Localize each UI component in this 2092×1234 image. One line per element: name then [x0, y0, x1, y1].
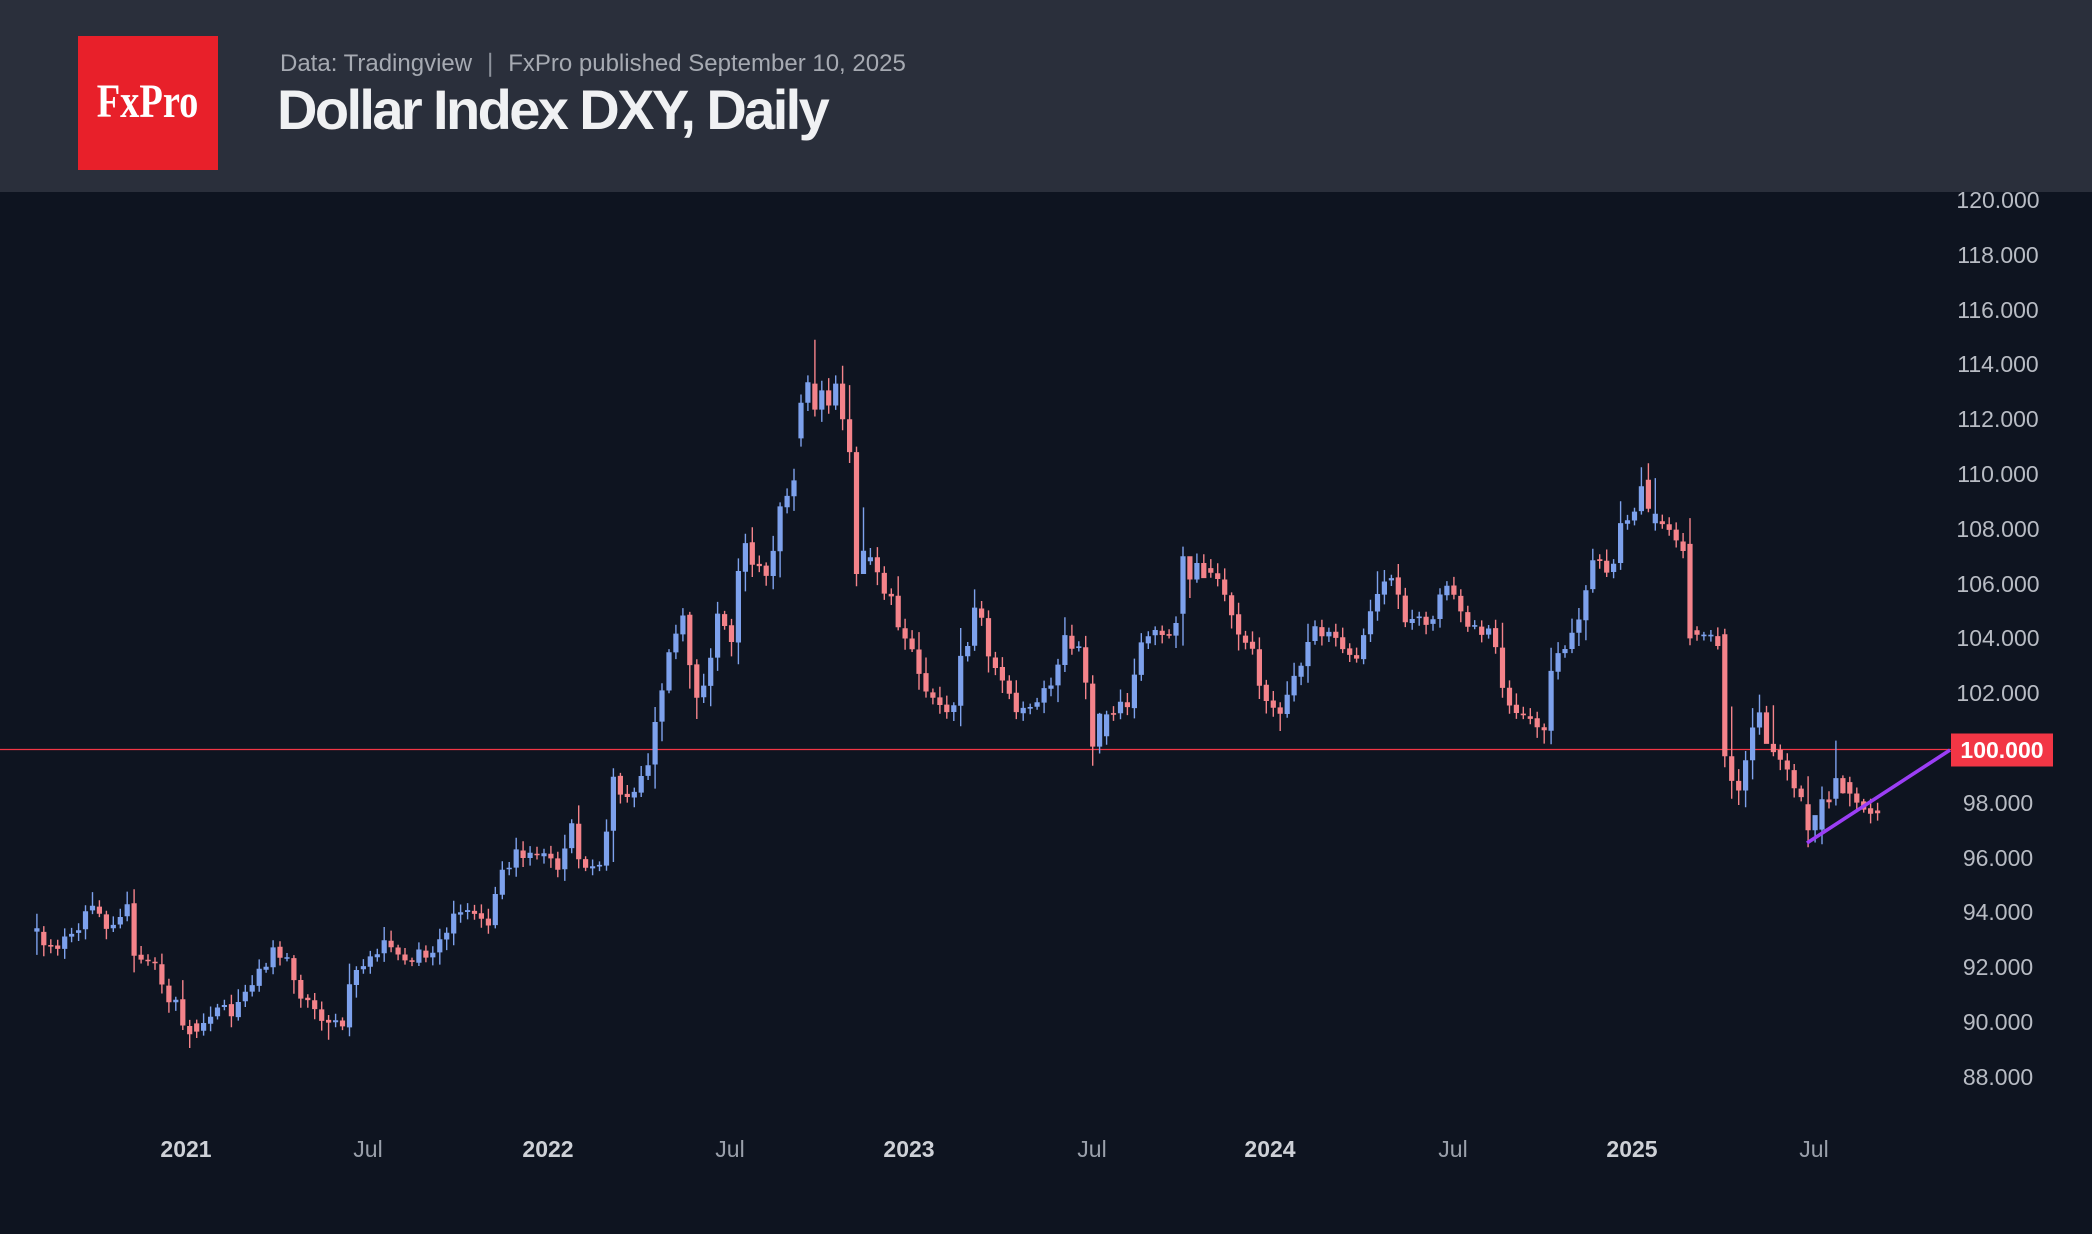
- svg-text:102.000: 102.000: [1956, 680, 2039, 706]
- svg-text:2023: 2023: [883, 1136, 934, 1162]
- svg-text:92.000: 92.000: [1963, 954, 2033, 980]
- svg-text:116.000: 116.000: [1957, 297, 2038, 323]
- svg-text:90.000: 90.000: [1963, 1009, 2033, 1035]
- svg-text:2021: 2021: [160, 1136, 211, 1162]
- svg-text:110.000: 110.000: [1957, 461, 2038, 487]
- svg-text:94.000: 94.000: [1963, 899, 2033, 925]
- svg-text:112.000: 112.000: [1957, 406, 2038, 432]
- svg-text:Jul: Jul: [353, 1136, 382, 1162]
- svg-text:98.000: 98.000: [1963, 790, 2033, 816]
- svg-text:118.000: 118.000: [1957, 242, 2038, 268]
- svg-text:88.000: 88.000: [1963, 1064, 2033, 1090]
- svg-text:2025: 2025: [1606, 1136, 1657, 1162]
- svg-text:100.000: 100.000: [1960, 737, 2043, 763]
- svg-text:Jul: Jul: [1077, 1136, 1106, 1162]
- svg-text:2024: 2024: [1244, 1136, 1295, 1162]
- svg-text:2022: 2022: [522, 1136, 573, 1162]
- svg-text:114.000: 114.000: [1957, 351, 2038, 377]
- svg-text:Jul: Jul: [715, 1136, 744, 1162]
- svg-text:Jul: Jul: [1799, 1136, 1828, 1162]
- svg-text:96.000: 96.000: [1963, 845, 2033, 871]
- svg-text:104.000: 104.000: [1956, 625, 2039, 651]
- svg-text:106.000: 106.000: [1956, 571, 2039, 597]
- svg-text:Jul: Jul: [1438, 1136, 1467, 1162]
- svg-text:108.000: 108.000: [1956, 516, 2039, 542]
